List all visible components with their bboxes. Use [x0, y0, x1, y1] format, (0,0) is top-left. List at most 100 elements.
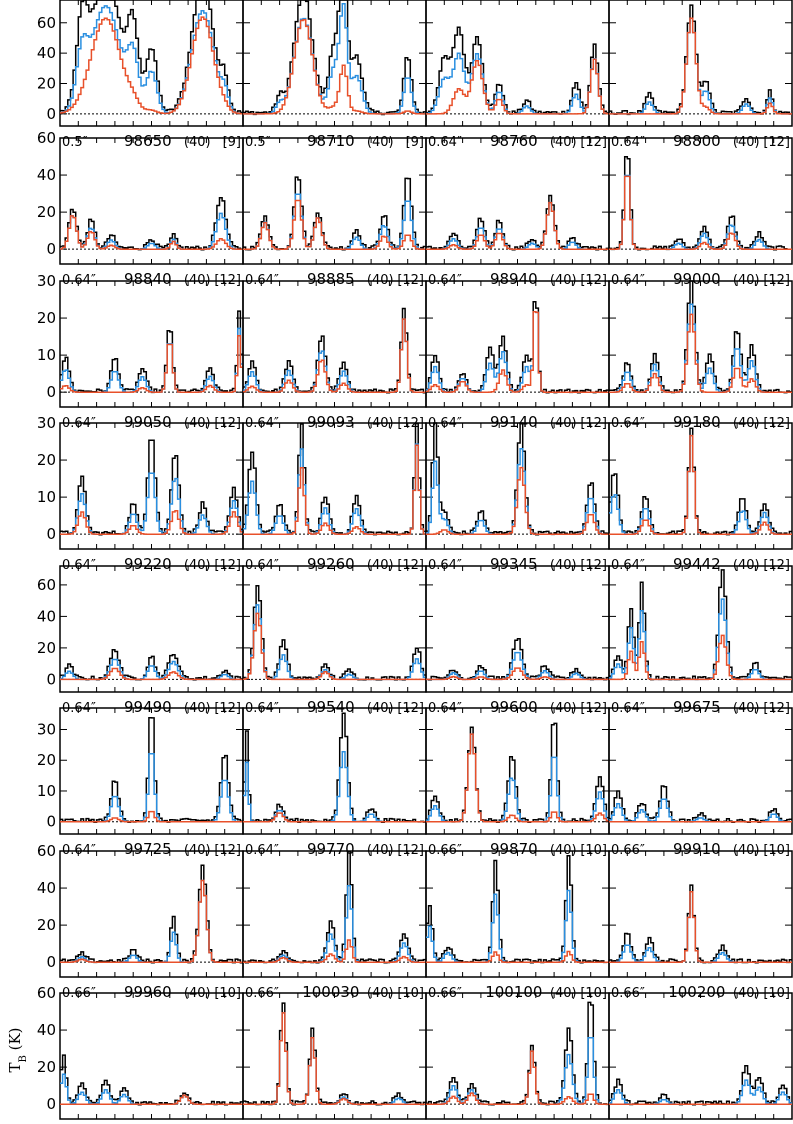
full-model-spectrum: [60, 879, 243, 963]
panel-frame: [242, 992, 427, 1120]
panel-frame: [59, 422, 244, 550]
y-tick-label: 20: [37, 751, 56, 769]
observed-spectrum: [243, 712, 426, 824]
full-model-spectrum: [609, 303, 792, 393]
full-model-spectrum: [243, 1012, 426, 1105]
full-model-spectrum: [426, 52, 609, 115]
observed-spectrum: [60, 439, 243, 536]
frequency-label: 99050: [124, 413, 172, 431]
panel-frame: [608, 565, 793, 693]
molecule-model-spectrum: [426, 667, 609, 681]
molecule-model-spectrum: [609, 634, 792, 681]
observed-spectrum: [60, 1054, 243, 1106]
frequency-label: 99220: [124, 555, 172, 573]
molecule-model-spectrum: [60, 334, 243, 393]
y-tick-label: 20: [37, 203, 56, 221]
molecule-model-spectrum: [243, 812, 426, 823]
y-tick-label: 60: [37, 129, 56, 147]
y-tick-label: 0: [46, 813, 56, 831]
full-model-spectrum: [60, 1073, 243, 1105]
full-model-spectrum: [60, 212, 243, 250]
molecule-model-spectrum: [60, 509, 243, 535]
y-tick-label: 0: [46, 953, 56, 971]
frequency-label: 99093: [307, 413, 355, 431]
y-tick-label: 30: [37, 272, 56, 290]
frequency-label: 100100: [485, 983, 542, 1001]
frequency-label: 98840: [124, 270, 172, 288]
y-tick-label: 60: [37, 842, 56, 860]
full-model-spectrum: [426, 1036, 609, 1105]
frequency-label: 98760: [490, 132, 538, 150]
observed-spectrum: [243, 584, 426, 681]
observed-spectrum: [60, 197, 243, 251]
full-model-spectrum: [243, 443, 426, 535]
observed-spectrum: [243, 422, 426, 536]
full-model-spectrum: [60, 658, 243, 681]
y-tick-label: 0: [46, 105, 56, 123]
full-model-spectrum: [609, 798, 792, 823]
frequency-label: 99140: [490, 413, 538, 431]
frequency-label: 98885: [307, 270, 355, 288]
y-axis-label: TB (K): [6, 1027, 29, 1072]
molecule-model-spectrum: [243, 318, 426, 393]
frequency-label: 99770: [307, 840, 355, 858]
molecule-model-spectrum: [426, 1050, 609, 1105]
panel-frame: [425, 850, 610, 978]
full-model-spectrum: [60, 472, 243, 535]
full-model-spectrum: [60, 5, 243, 115]
frequency-label: 99960: [124, 983, 172, 1001]
frequency-label: 99675: [673, 698, 721, 716]
observed-spectrum: [426, 1001, 609, 1106]
observed-spectrum: [426, 854, 609, 964]
frequency-label: 98940: [490, 270, 538, 288]
y-tick-label: 20: [37, 1058, 56, 1076]
y-tick-label: 40: [37, 1021, 56, 1039]
panel-frame: [59, 565, 244, 693]
frequency-label: 100200: [668, 983, 725, 1001]
molecule-model-spectrum: [60, 16, 243, 115]
observed-spectrum: [60, 310, 243, 394]
y-tick-label: 60: [37, 984, 56, 1002]
y-tick-label: 10: [37, 488, 56, 506]
full-model-spectrum: [60, 327, 243, 393]
observed-spectrum: [60, 648, 243, 681]
frequency-label: 99000: [673, 270, 721, 288]
observed-spectrum: [426, 638, 609, 681]
observed-spectrum: [426, 301, 609, 394]
y-tick-label: 10: [37, 782, 56, 800]
full-model-spectrum: [426, 311, 609, 393]
molecule-model-spectrum: [609, 313, 792, 393]
frequency-label: 99345: [490, 555, 538, 573]
observed-spectrum: [426, 26, 609, 115]
frequency-label: 99870: [490, 840, 538, 858]
full-model-spectrum: [426, 201, 609, 250]
full-model-spectrum: [609, 434, 792, 535]
full-model-spectrum: [426, 889, 609, 963]
y-tick-label: 30: [37, 414, 56, 432]
observed-spectrum: [243, 176, 426, 251]
panel-frame: [242, 565, 427, 693]
molecule-model-spectrum: [243, 444, 426, 535]
observed-spectrum: [60, 716, 243, 824]
frequency-label: 99600: [490, 698, 538, 716]
frequency-label: 99725: [124, 840, 172, 858]
panel-frame: [608, 992, 793, 1120]
observed-spectrum: [609, 785, 792, 824]
observed-spectrum: [243, 850, 426, 964]
frequency-label: 99490: [124, 698, 172, 716]
full-model-spectrum: [609, 174, 792, 250]
observed-spectrum: [60, 864, 243, 964]
panel-frame: [608, 0, 793, 127]
y-tick-label: 0: [46, 383, 56, 401]
full-model-spectrum: [243, 604, 426, 681]
panel-frame: [242, 137, 427, 265]
observed-spectrum: [609, 280, 792, 394]
frequency-label: 99540: [307, 698, 355, 716]
y-tick-label: 40: [37, 607, 56, 625]
y-tick-label: 20: [37, 916, 56, 934]
full-model-spectrum: [243, 2, 426, 115]
full-model-spectrum: [609, 891, 792, 963]
panel-frame: [59, 137, 244, 265]
frequency-label: 99442: [673, 555, 721, 573]
